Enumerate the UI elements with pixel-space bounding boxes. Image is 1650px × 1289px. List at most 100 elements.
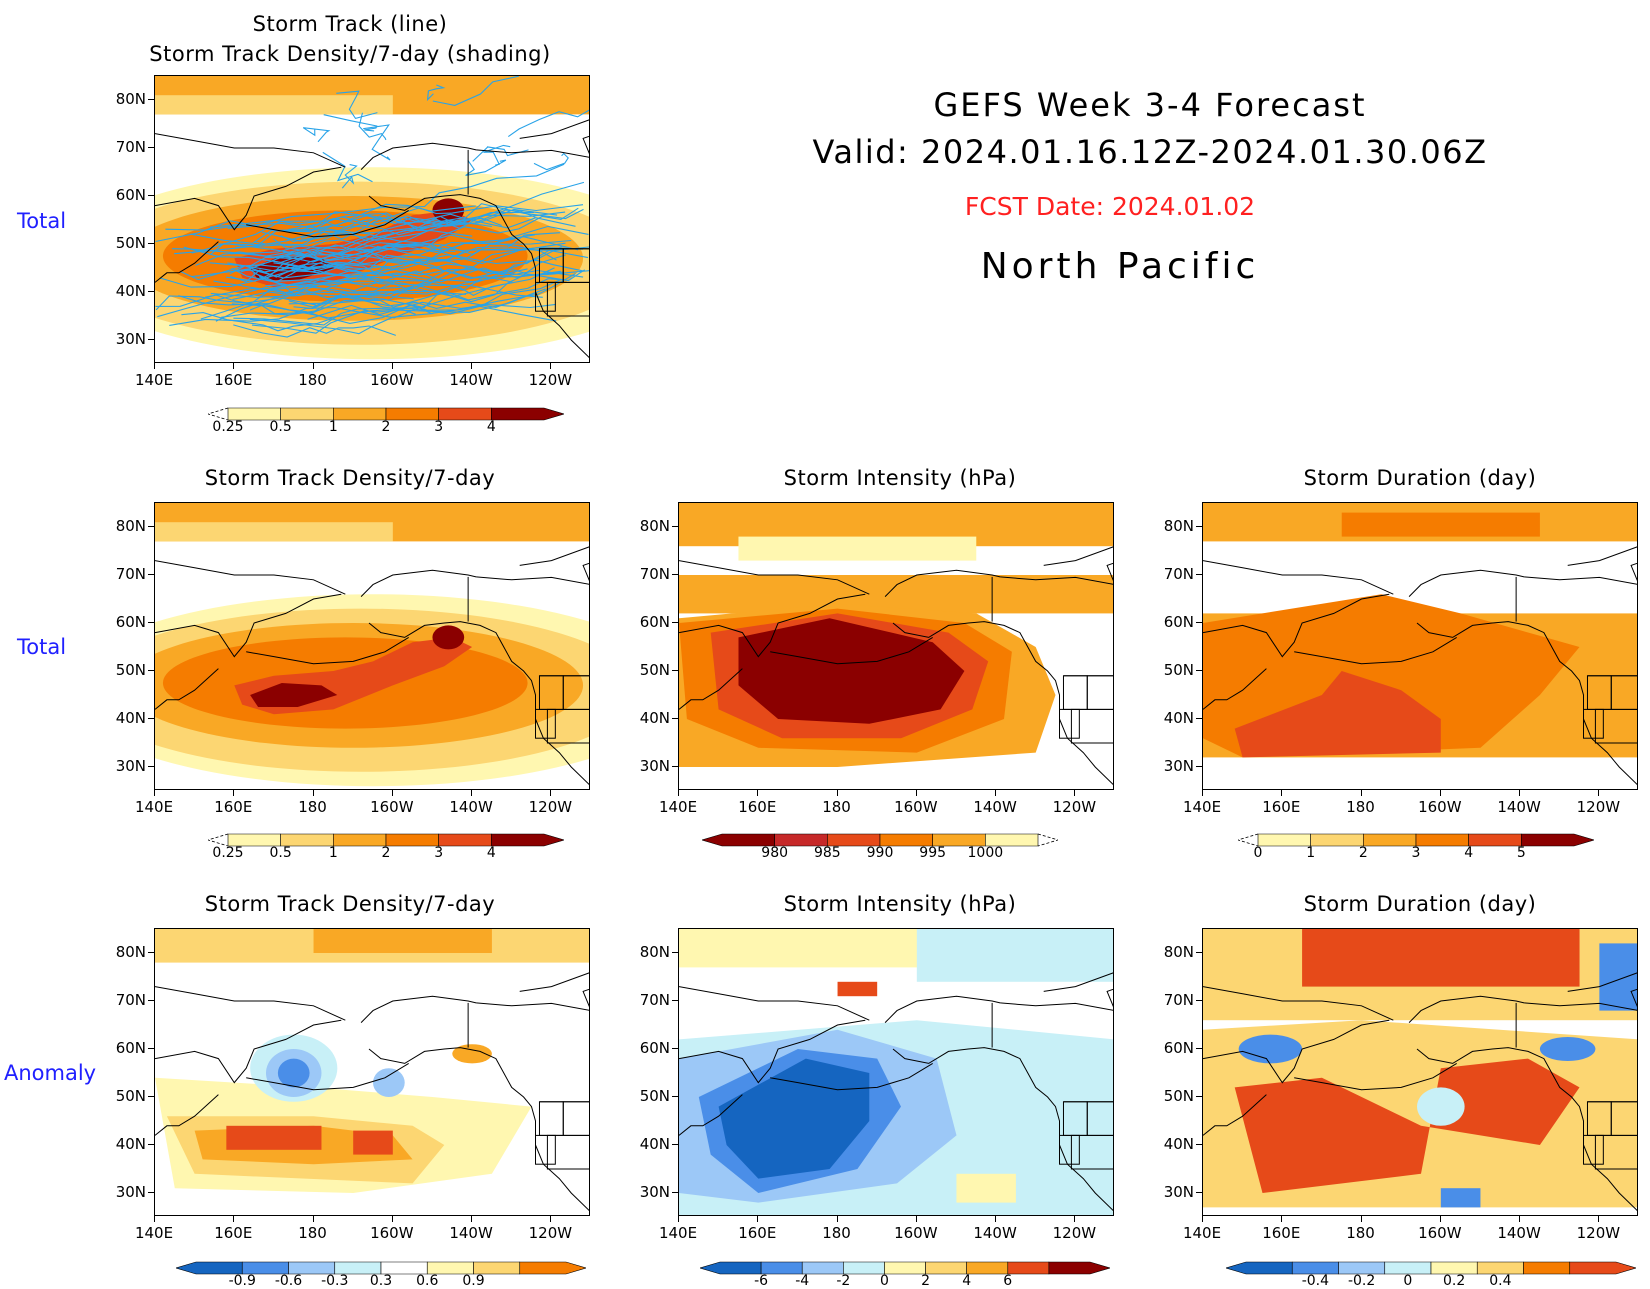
lat-tick: [672, 766, 678, 767]
lon-tick: [1519, 1216, 1521, 1222]
lon-tick: [550, 363, 552, 369]
lon-tick-label: 140E: [658, 1224, 698, 1242]
colorbar-label: 4: [962, 1273, 972, 1289]
lat-tick-label: 80N: [115, 90, 146, 108]
lon-tick: [154, 363, 155, 369]
colorbar-swatch: [1048, 1261, 1110, 1275]
dens-anom-neg-0p9: [277, 1058, 310, 1088]
lat-tick-label: 40N: [115, 1135, 146, 1153]
dens-anom-max-west: [226, 1125, 322, 1150]
lon-tick-label: 160W: [1418, 798, 1462, 816]
lat-tick-label: 40N: [115, 282, 146, 300]
lon-tick-label: 180: [822, 798, 851, 816]
lat-tick: [1196, 1192, 1202, 1193]
lon-tick-label: 120W: [528, 798, 573, 816]
colorbar-open-end: [208, 833, 229, 847]
lat-tick-label: 80N: [115, 517, 146, 535]
lon-tick-label: 160W: [894, 1224, 938, 1242]
forecast-date: FCST Date: 2024.01.02: [964, 192, 1256, 221]
lon-tick: [1360, 1216, 1362, 1222]
lat-tick: [1196, 526, 1202, 527]
map-duration-anomaly: [1202, 928, 1638, 1216]
colorbar-label: 0: [1403, 1273, 1413, 1289]
colorbar-intensity: [702, 833, 1058, 847]
map-intensity-anomaly: [678, 928, 1114, 1216]
colorbar-open-end: [1238, 833, 1259, 847]
lat-tick: [672, 1192, 678, 1193]
lat-tick: [148, 526, 154, 527]
lon-tick-label: 160E: [214, 371, 253, 389]
lat-tick-label: 50N: [1163, 1087, 1194, 1105]
colorbar-label: 990: [866, 845, 894, 861]
lon-tick-label: 140W: [449, 371, 493, 389]
lat-tick-label: 30N: [115, 1183, 146, 1201]
lon-tick-label: 180: [1346, 1224, 1375, 1242]
colorbar-label: 1: [1306, 845, 1316, 861]
lon-tick: [678, 790, 679, 796]
lon-tick: [1519, 790, 1521, 796]
lon-tick-label: 120W: [1052, 1224, 1097, 1242]
lat-tick-label: 40N: [1163, 1135, 1194, 1153]
coastline: [679, 972, 1113, 1211]
lat-tick-label: 60N: [1163, 1039, 1194, 1057]
colorbar-label: 0: [1253, 845, 1263, 861]
lat-tick-label: 30N: [639, 757, 670, 775]
colorbar-label: -4: [795, 1273, 810, 1289]
colorbar-label: 2: [381, 845, 391, 861]
colorbar-open-end: [1037, 833, 1058, 847]
panel3-title: Storm Intensity (hPa): [783, 466, 1017, 490]
dur-anom-neg-center: [1417, 1087, 1465, 1126]
panel7-title: Storm Duration (day): [1303, 892, 1537, 916]
lon-tick: [1439, 1216, 1441, 1222]
colorbar-label: -0.9: [228, 1273, 256, 1289]
lat-tick: [1196, 1096, 1202, 1097]
lat-tick-label: 70N: [115, 991, 146, 1009]
colorbar-label: 0.25: [212, 845, 244, 861]
lat-tick: [1196, 1048, 1202, 1049]
lat-tick: [148, 1048, 154, 1049]
colorbar-label: 0.6: [416, 1273, 439, 1289]
coastline: [155, 972, 589, 1211]
lon-tick-label: 160W: [370, 371, 414, 389]
dens-anom-neg-east: [373, 1068, 405, 1097]
panel4-title: Storm Duration (day): [1303, 466, 1537, 490]
colorbar-label: -6: [754, 1273, 769, 1289]
lon-tick: [312, 363, 314, 369]
coastline: [1203, 546, 1637, 785]
lon-tick-label: 140E: [1182, 1224, 1222, 1242]
lon-tick-label: 180: [298, 371, 327, 389]
lon-tick-label: 120W: [528, 1224, 573, 1242]
lat-tick-label: 70N: [639, 565, 670, 583]
lat-tick: [1196, 622, 1202, 623]
lon-tick-label: 140W: [449, 798, 493, 816]
lon-tick-label: 160W: [370, 798, 414, 816]
lon-tick-label: 140E: [658, 798, 698, 816]
lat-tick: [148, 718, 154, 719]
lat-tick: [1196, 766, 1202, 767]
lat-tick: [148, 147, 154, 148]
lon-tick: [1281, 1216, 1283, 1222]
colorbar-swatch: [1569, 1261, 1636, 1275]
lon-tick: [1202, 1216, 1203, 1222]
lon-tick: [836, 1216, 838, 1222]
colorbar-label: 3: [1411, 845, 1421, 861]
lat-tick-label: 40N: [639, 709, 670, 727]
lat-tick: [1196, 718, 1202, 719]
lat-tick: [672, 622, 678, 623]
lat-tick-label: 80N: [1163, 517, 1194, 535]
colorbar-label: 0.25: [212, 419, 244, 435]
lat-tick: [1196, 670, 1202, 671]
colorbar-swatch: [1523, 1261, 1571, 1275]
lat-tick-label: 40N: [1163, 709, 1194, 727]
colorbar-label: 2: [921, 1273, 930, 1289]
colorbar-label: 1: [328, 845, 338, 861]
colorbar-duration-anomaly: [1226, 1261, 1636, 1275]
duration-level-4: [1234, 671, 1441, 758]
colorbar-swatch: [491, 833, 564, 847]
lat-tick: [148, 99, 154, 100]
lat-tick-label: 30N: [1163, 757, 1194, 775]
colorbar-label: 985: [813, 845, 841, 861]
colorbar-open-end: [208, 407, 229, 421]
lon-tick: [757, 1216, 759, 1222]
lat-tick-label: 30N: [639, 1183, 670, 1201]
